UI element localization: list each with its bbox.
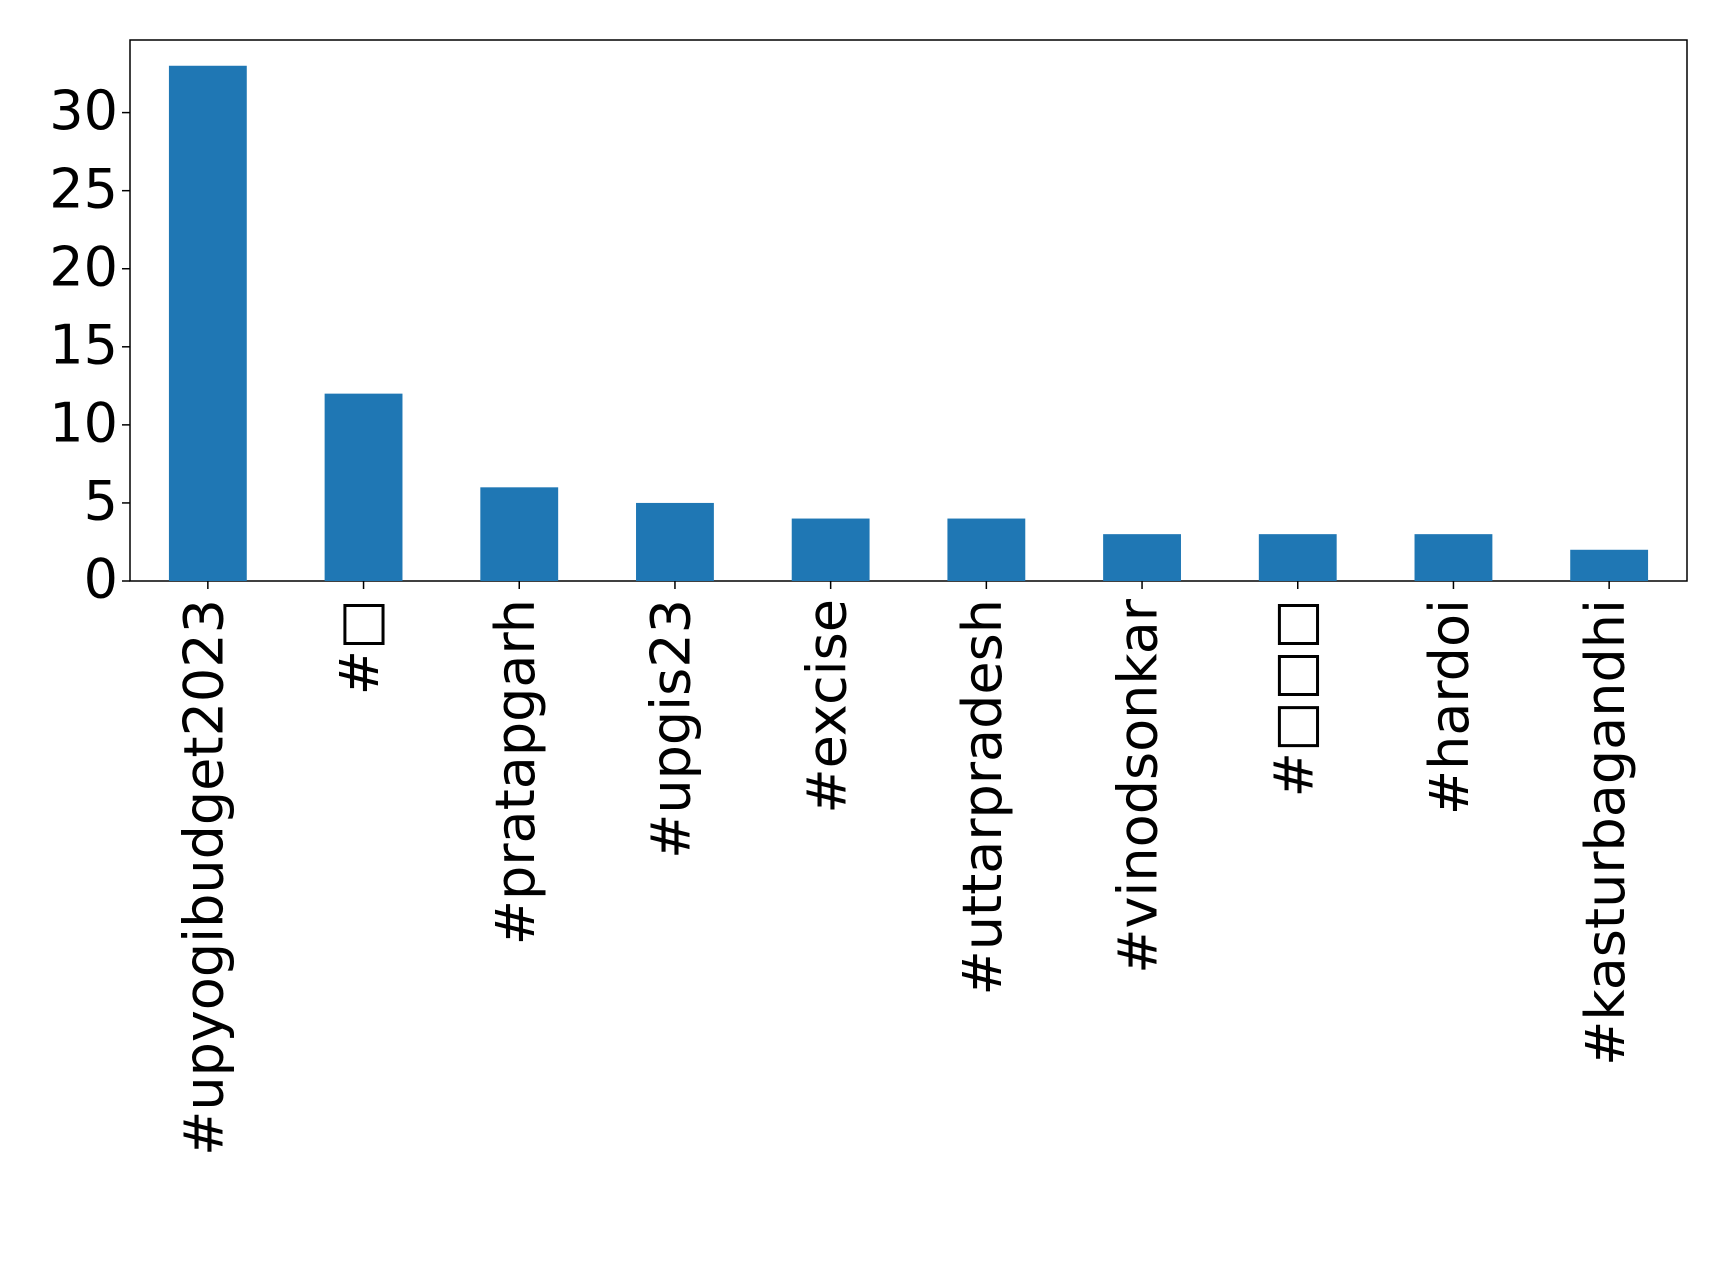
x-tick-label: #upgis23 <box>640 599 703 859</box>
x-tick-label: #hardoi <box>1418 599 1481 815</box>
y-tick-label: 25 <box>49 157 118 220</box>
x-tick-label: #uttarpradesh <box>951 599 1014 996</box>
x-tick-label: #kasturbagandhi <box>1574 599 1637 1066</box>
y-tick-label: 5 <box>84 470 118 533</box>
bar <box>1414 534 1493 581</box>
y-tick-label: 10 <box>49 392 118 455</box>
x-tick-label: #□□□ <box>1262 599 1325 797</box>
bar <box>480 487 559 581</box>
y-tick-label: 30 <box>49 79 118 142</box>
plot-frame <box>129 39 1688 582</box>
bar <box>1103 534 1181 581</box>
x-tick-label: #pratapgarh <box>484 599 547 945</box>
bar <box>324 393 403 581</box>
bar <box>791 518 870 581</box>
x-tick-label: #vinodsonkar <box>1107 598 1170 974</box>
bar <box>947 518 1026 581</box>
y-tick-label: 15 <box>49 313 118 376</box>
x-tick-label: #upyogibudget2023 <box>172 599 235 1156</box>
y-tick-label: 20 <box>49 235 118 298</box>
bar <box>1570 549 1649 581</box>
bar <box>168 65 247 581</box>
y-tick-label: 0 <box>84 548 118 611</box>
bar <box>1258 534 1337 581</box>
x-tick-label: #excise <box>795 599 858 814</box>
bar <box>636 502 714 581</box>
x-tick-label: #□ <box>328 599 391 695</box>
